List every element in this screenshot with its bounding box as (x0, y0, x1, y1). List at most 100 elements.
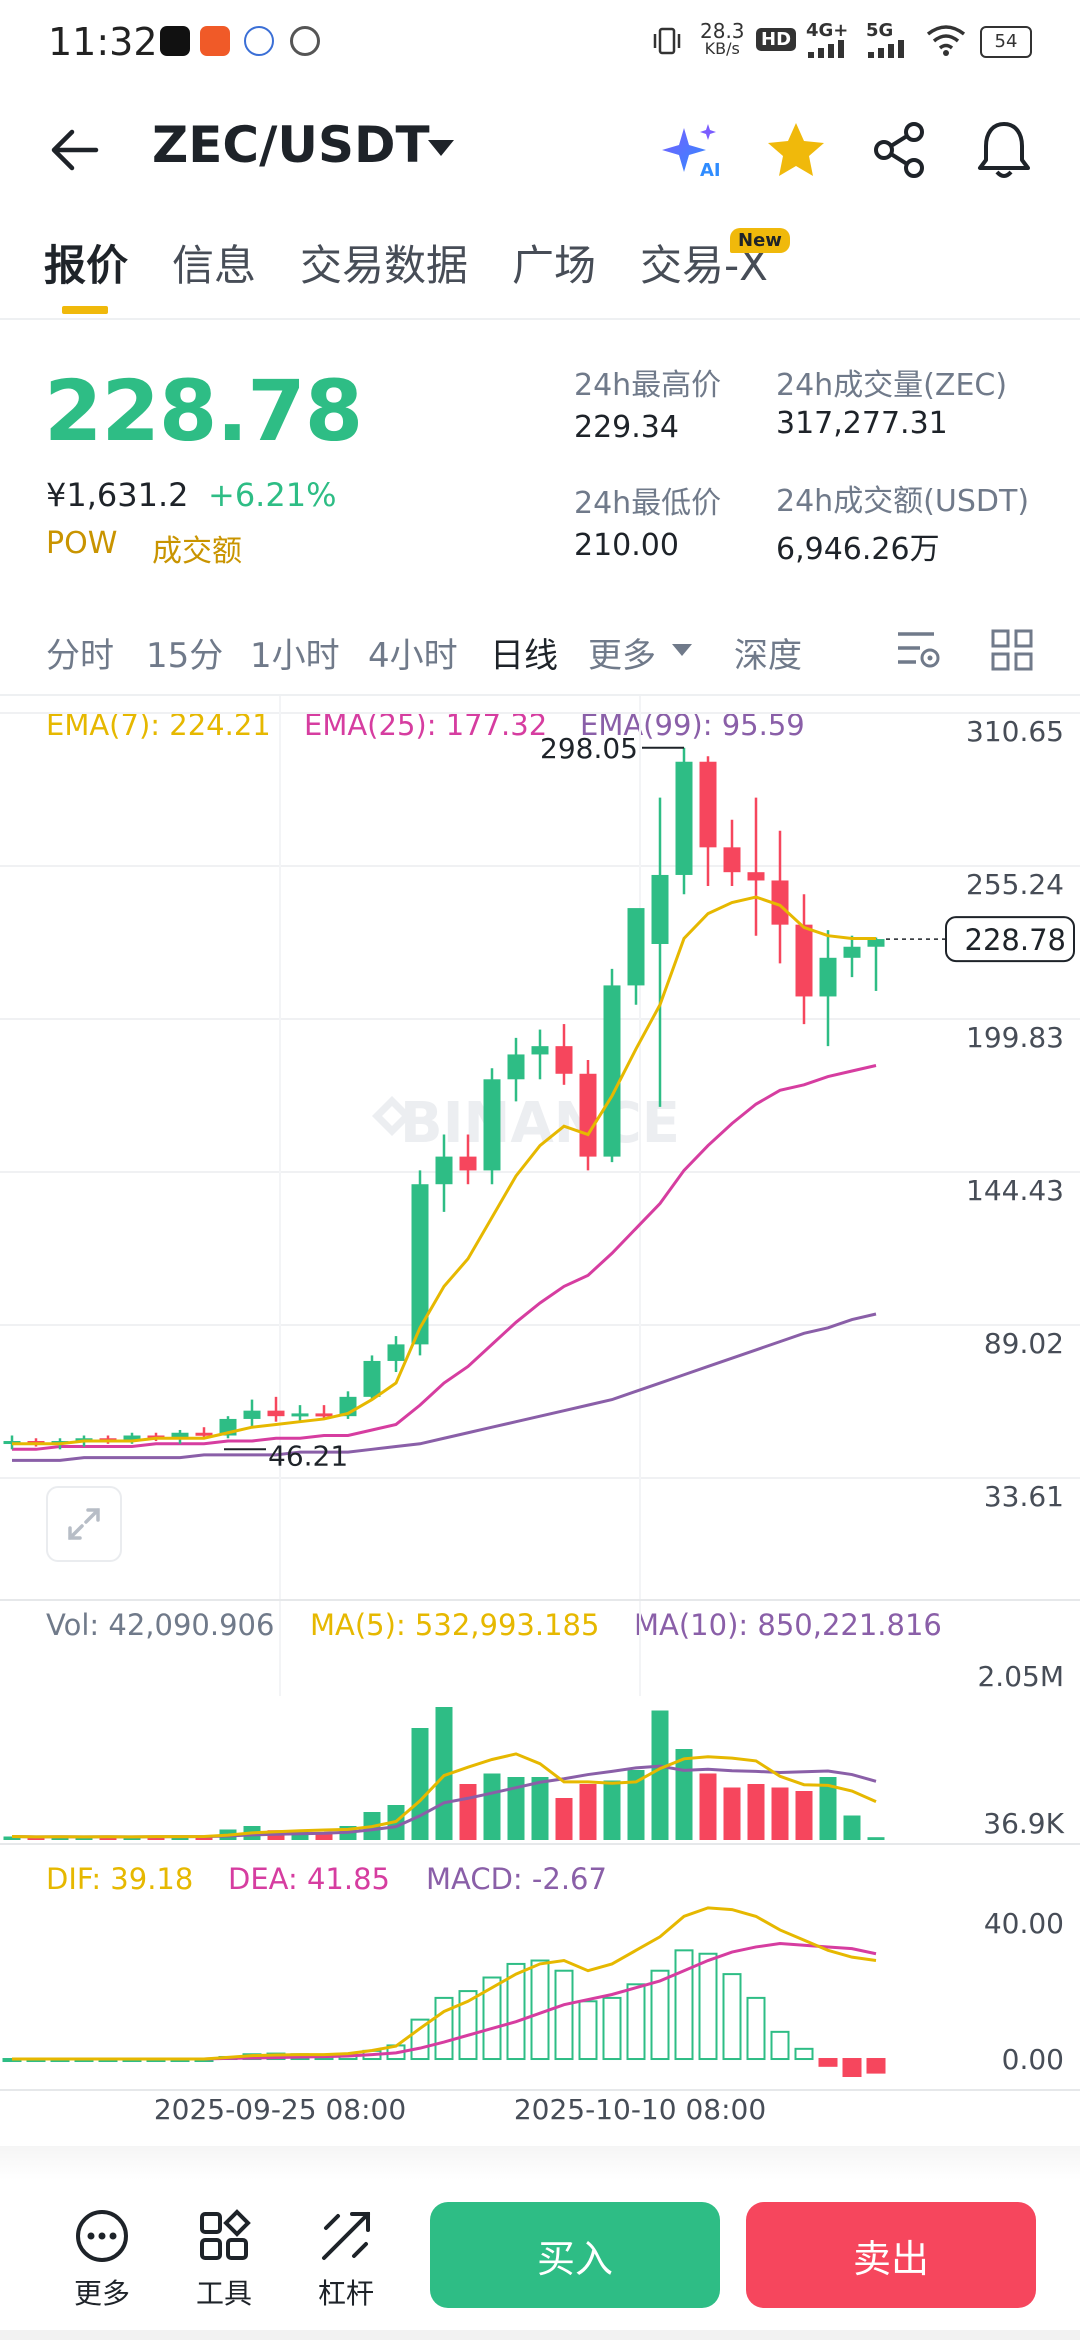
candle-body (507, 1054, 525, 1080)
price-axis-label: 199.83 (966, 1021, 1064, 1054)
candle-body (315, 1413, 333, 1417)
interval-time-share[interactable]: 分时 (46, 636, 114, 676)
app-notification-icon (200, 26, 230, 56)
status-time: 11:32 (48, 20, 158, 64)
new-badge: New (730, 228, 790, 253)
stat-low-value: 210.00 (574, 528, 679, 563)
macd-histogram-bar (626, 1983, 646, 2061)
more-label: 更多 (74, 2277, 131, 2310)
layout-grid-icon[interactable] (990, 628, 1034, 676)
volume-bar (3, 1836, 21, 1840)
macd-histogram-bar (602, 1996, 622, 2061)
low-marker-label: 46.21 (268, 1439, 348, 1472)
volume-bar (603, 1780, 621, 1840)
price-axis-label: 144.43 (966, 1174, 1064, 1207)
macd-histogram-bar (722, 1973, 742, 2061)
tab-quote[interactable]: 报价 (44, 241, 129, 290)
app-notification-icon (290, 26, 320, 56)
macd-histogram-bar (434, 1996, 454, 2061)
candle-body (843, 946, 861, 958)
indicator-tabs-strip (0, 2146, 1080, 2180)
volume-bar (867, 1837, 885, 1840)
tools-button[interactable] (196, 2208, 252, 2268)
stat-amount-value: 6,946.26万 (776, 532, 940, 567)
ai-assistant-icon[interactable]: AI (660, 118, 724, 182)
indicator-settings-icon[interactable] (894, 628, 942, 676)
signal-4g-label: 4G+ (806, 20, 849, 41)
buy-label: 买入 (536, 2236, 613, 2281)
candle-body (819, 957, 837, 997)
interval-daily[interactable]: 日线 (490, 636, 558, 676)
macd-histogram-bar (770, 2030, 790, 2061)
macd-histogram-bar (698, 1952, 718, 2061)
tab-trading-data[interactable]: 交易数据 (300, 241, 469, 290)
tab-info[interactable]: 信息 (172, 241, 257, 290)
interval-depth[interactable]: 深度 (734, 636, 802, 676)
leverage-button[interactable] (318, 2208, 374, 2268)
macd-histogram-bar (650, 1969, 670, 2061)
volume-bar (483, 1773, 501, 1840)
dea-label: DEA: 41.85 (228, 1862, 390, 1896)
candle-body (363, 1360, 381, 1397)
volume-bar (579, 1784, 597, 1840)
buy-button[interactable]: 买入 (430, 2202, 720, 2308)
caret-down-icon[interactable] (672, 644, 692, 656)
candle-body (555, 1046, 573, 1074)
stat-low-label: 24h最低价 (574, 486, 722, 521)
share-icon[interactable] (868, 118, 932, 182)
volume-bar (555, 1798, 573, 1840)
volume-axis-label: 2.05M (977, 1660, 1064, 1693)
back-arrow-icon[interactable] (50, 128, 100, 172)
leverage-label: 杠杆 (318, 2277, 375, 2310)
price-axis-label: 89.02 (984, 1327, 1064, 1360)
volume-bar (27, 1837, 45, 1840)
macd-histogram-bar (818, 2058, 838, 2067)
macd-histogram-bar (674, 1949, 694, 2061)
price-axis-label: 310.65 (966, 715, 1064, 748)
interval-15m[interactable]: 15分 (146, 636, 224, 676)
candle-body (795, 924, 813, 997)
volume-bar (819, 1777, 837, 1840)
ma5-label: MA(5): 532,993.185 (310, 1608, 600, 1642)
interval-more[interactable]: 更多 (588, 636, 656, 676)
volume-bar (699, 1773, 717, 1840)
bell-icon[interactable] (972, 118, 1036, 182)
vol-label: Vol: 42,090.906 (46, 1608, 275, 1642)
expand-icon (68, 1508, 100, 1540)
macd-axis-label: 0.00 (1002, 2043, 1064, 2076)
volume-bar (411, 1728, 429, 1840)
macd-label: MACD: -2.67 (426, 1862, 607, 1896)
leverage-icon (322, 2212, 370, 2260)
pair-selector[interactable]: ZEC/USDT (152, 116, 430, 174)
stat-high-value: 229.34 (574, 410, 679, 445)
fullscreen-button[interactable] (46, 1486, 122, 1562)
caret-down-icon[interactable] (428, 140, 454, 156)
candle-body (867, 939, 885, 947)
current-price-tag (945, 916, 1075, 963)
network-speed: 28.3 KB/s (700, 19, 745, 58)
battery-indicator: 54 (980, 26, 1032, 58)
candle-body (699, 761, 717, 848)
candle-body (195, 1432, 213, 1436)
change-percent: +6.21% (208, 476, 337, 514)
sell-button[interactable]: 卖出 (746, 2202, 1036, 2308)
volume-bar (843, 1815, 861, 1840)
volume-bar (123, 1837, 141, 1840)
favorite-star-icon[interactable] (764, 118, 828, 182)
app-notification-icon (244, 26, 274, 56)
last-price: 228.78 (44, 362, 363, 460)
ema99-line (12, 1312, 877, 1462)
interval-4h[interactable]: 4小时 (368, 636, 458, 676)
status-bar: 11:32 28.3 KB/s HD 4G+ 5G 54 (0, 0, 1080, 84)
tag-turnover[interactable]: 成交额 (152, 534, 242, 569)
date-axis-label: 2025-09-25 08:00 (154, 2093, 406, 2126)
macd-histogram-bar (458, 1990, 478, 2061)
more-button[interactable] (74, 2208, 130, 2268)
tab-square[interactable]: 广场 (512, 241, 597, 290)
tools-icon (200, 2209, 251, 2260)
wifi-icon (926, 24, 966, 60)
price-axis-label: 255.24 (966, 868, 1064, 901)
interval-1h[interactable]: 1小时 (250, 636, 340, 676)
tag-pow[interactable]: POW (46, 526, 118, 561)
kline-chart[interactable]: 310.65255.24199.83144.4389.0233.61BINANC… (0, 696, 1080, 2136)
